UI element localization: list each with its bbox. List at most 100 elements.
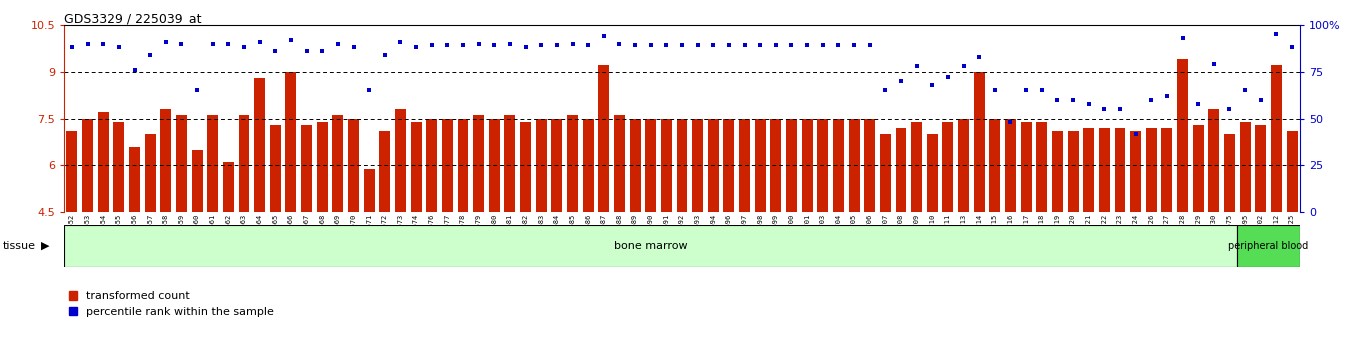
Point [155,39,177,45]
Bar [911,122,922,212]
Point [1234,87,1256,93]
Bar [505,115,516,212]
Point [983,87,1005,93]
Point [1172,35,1194,41]
Bar [865,119,876,212]
Point [108,45,130,50]
Text: ▶: ▶ [41,241,49,251]
Point [640,42,662,48]
Point [702,42,724,48]
Bar [880,134,891,212]
Point [1000,120,1022,125]
Point [436,42,458,48]
Point [1109,106,1131,112]
Bar [333,115,344,212]
Bar [1114,128,1125,212]
Point [233,45,255,50]
Bar [488,119,499,212]
Bar [98,112,109,212]
Point [248,39,270,45]
Bar [348,119,359,212]
Bar [222,162,233,212]
Text: GDS3329 / 225039_at: GDS3329 / 225039_at [64,12,202,25]
Point [280,37,301,42]
Bar [1068,131,1079,212]
Point [265,48,286,54]
Bar [145,134,155,212]
Bar [536,119,547,212]
Point [656,42,678,48]
Point [906,63,928,69]
Point [686,42,708,48]
Point [797,42,818,48]
Bar [1083,128,1094,212]
Bar [943,122,953,212]
Bar [786,119,797,212]
Bar [396,109,406,212]
Point [734,42,756,48]
Bar [442,119,453,212]
Point [828,42,850,48]
Bar [426,119,438,212]
Bar [958,119,968,212]
Point [421,42,443,48]
Point [451,42,473,48]
Point [359,87,381,93]
Point [1218,106,1240,112]
Point [311,48,333,54]
Bar [316,122,327,212]
Point [671,42,693,48]
Bar [708,119,719,212]
Point [342,45,364,50]
Point [749,42,771,48]
Bar [567,115,578,212]
Bar [848,119,859,212]
Point [859,42,881,48]
Point [76,41,98,46]
Point [812,42,833,48]
Bar [630,119,641,212]
Point [921,82,943,88]
Bar [161,109,172,212]
Bar [926,134,938,212]
Bar [364,169,375,212]
Bar [974,72,985,212]
Bar [833,119,844,212]
Bar [1286,131,1297,212]
Bar [254,78,265,212]
Bar [457,119,468,212]
Bar [754,119,765,212]
Point [390,39,412,45]
Bar [285,72,296,212]
Bar [1192,125,1203,212]
Bar [1237,225,1300,267]
Bar [411,122,421,212]
Bar [113,122,124,212]
Bar [1037,122,1048,212]
Point [717,42,739,48]
Bar [723,119,734,212]
Bar [270,125,281,212]
Bar [1052,131,1063,212]
Point [625,42,647,48]
Text: tissue: tissue [3,241,35,251]
Point [562,41,584,46]
Point [499,41,521,46]
Point [1140,97,1162,103]
Point [1063,97,1084,103]
Point [1281,45,1303,50]
Bar [645,119,656,212]
Legend: transformed count, percentile rank within the sample: transformed count, percentile rank withi… [64,287,278,321]
Point [374,52,396,58]
Bar [520,122,531,212]
Bar [1131,131,1142,212]
Point [1031,87,1053,93]
Point [1266,31,1288,37]
Point [843,42,865,48]
Bar [207,115,218,212]
Point [468,41,490,46]
Bar [582,119,593,212]
Point [1046,97,1068,103]
Bar [1146,128,1157,212]
Bar [473,115,484,212]
